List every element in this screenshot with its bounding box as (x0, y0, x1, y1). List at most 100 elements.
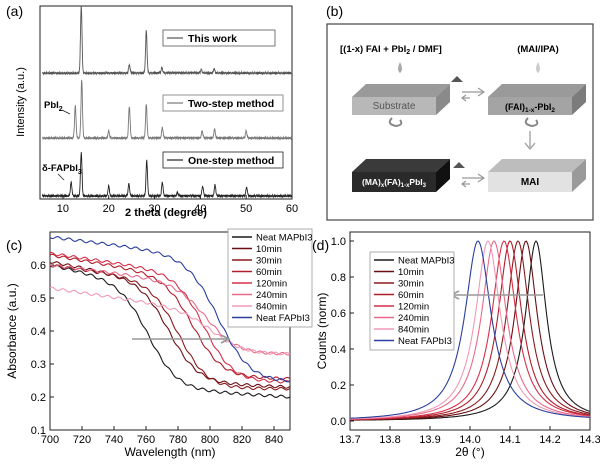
precursor-solution-label: [(1-x) FAI + PbI2 / DMF] (340, 44, 442, 56)
legend-label: Neat MAPbI3 (398, 256, 455, 267)
xrd-d-y-tick-label: 0.0 (331, 416, 346, 428)
xrd-a-x-tick-label: 50 (240, 203, 252, 215)
xrd-peak-series-line (349, 240, 591, 420)
product-label: (MA)x(FA)1-xPbI3 (362, 177, 427, 189)
xrd-a-x-tick-label: 10 (57, 203, 69, 215)
mai-label: MAI (521, 177, 540, 188)
legend-label: 120min (398, 302, 429, 313)
xrd-d-y-tick-label: 1.0 (331, 236, 346, 248)
legend-this-work: This work (162, 29, 276, 47)
substrate-plate-top (352, 84, 450, 97)
triangle-icon (453, 162, 465, 168)
panel-label-c: (c) (6, 237, 22, 253)
absorbance-series-line (49, 253, 291, 381)
abs-c-x-tick-label: 740 (105, 434, 123, 446)
xrd-d-x-tick-label: 14.3 (579, 434, 600, 446)
abs-c-y-tick-label: 0.1 (31, 425, 46, 437)
abs-c-x-tick-label: 800 (201, 434, 219, 446)
svg-text:δ-FAPbI3: δ-FAPbI3 (42, 163, 82, 176)
panel-label-b: (b) (326, 3, 343, 19)
droplet-icon (398, 62, 402, 73)
xrd-d-x-tick-label: 14.2 (539, 434, 560, 446)
legend-label: 60min (398, 290, 424, 301)
xrd-d-x-tick-label: 13.9 (419, 434, 440, 446)
swap-arrow-icon (461, 173, 486, 188)
legend-label: Neat MAPbI3 (256, 233, 313, 244)
absorbance-chart: 700 720 740 760 780 800 820 840 0.1 0.2 0.3 0.4 0.5 0… (5, 228, 313, 459)
abs-c-x-tick-label: 820 (233, 434, 251, 446)
abs-c-y-tick-label: 0.2 (31, 392, 46, 404)
mai-ipa-label: (MAI/IPA) (517, 44, 559, 55)
legend-label: 30min (398, 279, 424, 290)
xrd-d-y-tick-label: 0.8 (331, 272, 346, 284)
annotation-arrow-pbi2 (61, 109, 71, 115)
xrd-a-x-tick-label: 20 (103, 203, 115, 215)
legend-label: 840min (398, 325, 429, 336)
y-axis-title-c: Absorbance (a.u.) (5, 283, 19, 378)
annotation-arrow-delta (57, 173, 65, 181)
legend-label: 10min (256, 244, 282, 255)
legend-label: 10min (398, 267, 424, 278)
legend-label: 30min (256, 256, 282, 267)
abs-c-y-tick-label: 0.6 (31, 260, 46, 272)
legend-label: 840min (256, 302, 287, 313)
xrd-d-x-tick-label: 13.8 (379, 434, 400, 446)
legend-two-step: Two-step method (162, 94, 284, 112)
xrd-a-x-tick-label: 40 (194, 203, 206, 215)
abs-c-y-tick-label: 0.4 (31, 326, 46, 338)
legend-label: 240min (256, 290, 287, 301)
annotation-pbi2: PbI2 (44, 100, 71, 115)
xrd-peak-series-line (350, 240, 591, 419)
product-plate (352, 172, 436, 192)
xrd-series-line (41, 152, 293, 199)
substrate-plate (352, 97, 436, 115)
intermediate-label: (FAI)1-x-PbI2 (505, 102, 555, 114)
legend-label: Neat FAPbI3 (256, 313, 310, 324)
absorbance-series-line (49, 264, 291, 356)
legend-label: 240min (398, 313, 429, 324)
annotation-delta-fapbi3: δ-FAPbI3 (42, 163, 82, 181)
xrd-peak-series-line (350, 240, 591, 420)
legend-d: Neat MAPbI310min30min60min120min240min84… (369, 251, 455, 351)
abs-c-x-tick-label: 760 (137, 434, 155, 446)
absorbance-series-line (49, 264, 291, 399)
y-axis-title-a: Intensity (a.u.) (15, 67, 27, 137)
xrd-d-y-tick-label: 0.2 (331, 380, 346, 392)
abs-c-x-tick-label: 840 (265, 434, 283, 446)
spin-icon (388, 117, 403, 128)
legend-c: Neat MAPbI310min30min60min120min240min84… (227, 228, 313, 328)
legend-label-two-step: Two-step method (188, 98, 274, 110)
svg-text:PbI2: PbI2 (44, 100, 63, 113)
x-axis-title-d: 2θ (°) (455, 445, 484, 459)
xrd-series-line (41, 79, 293, 141)
plot-frame-a (39, 5, 293, 200)
process-scheme: [(1-x) FAI + PbI2 / DMF] (MAI/IPA) Subst… (326, 23, 594, 221)
droplet-icon (536, 62, 540, 73)
xrd-a-x-tick-label: 60 (286, 203, 298, 215)
shift-arrow-icon (132, 334, 231, 344)
mai-plate (488, 172, 572, 192)
absorbance-series-line (49, 286, 291, 356)
abs-c-x-tick-label: 720 (73, 434, 91, 446)
abs-c-x-tick-label: 700 (41, 434, 59, 446)
y-axis-title-d: Counts (norm) (315, 293, 329, 370)
xrd-chart: 10 20 30 40 50 60 2 theta (degree) Intensity … (15, 5, 298, 219)
substrate-label: Substrate (373, 101, 416, 112)
absorbance-series-line (49, 251, 291, 384)
x-axis-title-c: Wavelength (nm) (125, 445, 216, 459)
legend-label: 120min (256, 279, 287, 290)
legend-label: Neat FAPbI3 (398, 336, 452, 347)
legend-label: 60min (256, 267, 282, 278)
shift-arrow-icon (449, 290, 543, 300)
swap-arrow-icon (461, 87, 486, 102)
xrd-d-x-tick-label: 14.1 (499, 434, 520, 446)
abs-c-y-tick-label: 0.5 (31, 293, 46, 305)
absorbance-series-line (49, 261, 291, 389)
spin-icon (524, 117, 539, 128)
triangle-icon (451, 76, 463, 82)
xrd-d-x-tick-label: 14.0 (459, 434, 480, 446)
x-axis-title-a: 2 theta (degree) (125, 207, 207, 219)
xrd-d-y-tick-label: 0.4 (331, 344, 346, 356)
absorbance-series-line (49, 236, 291, 383)
